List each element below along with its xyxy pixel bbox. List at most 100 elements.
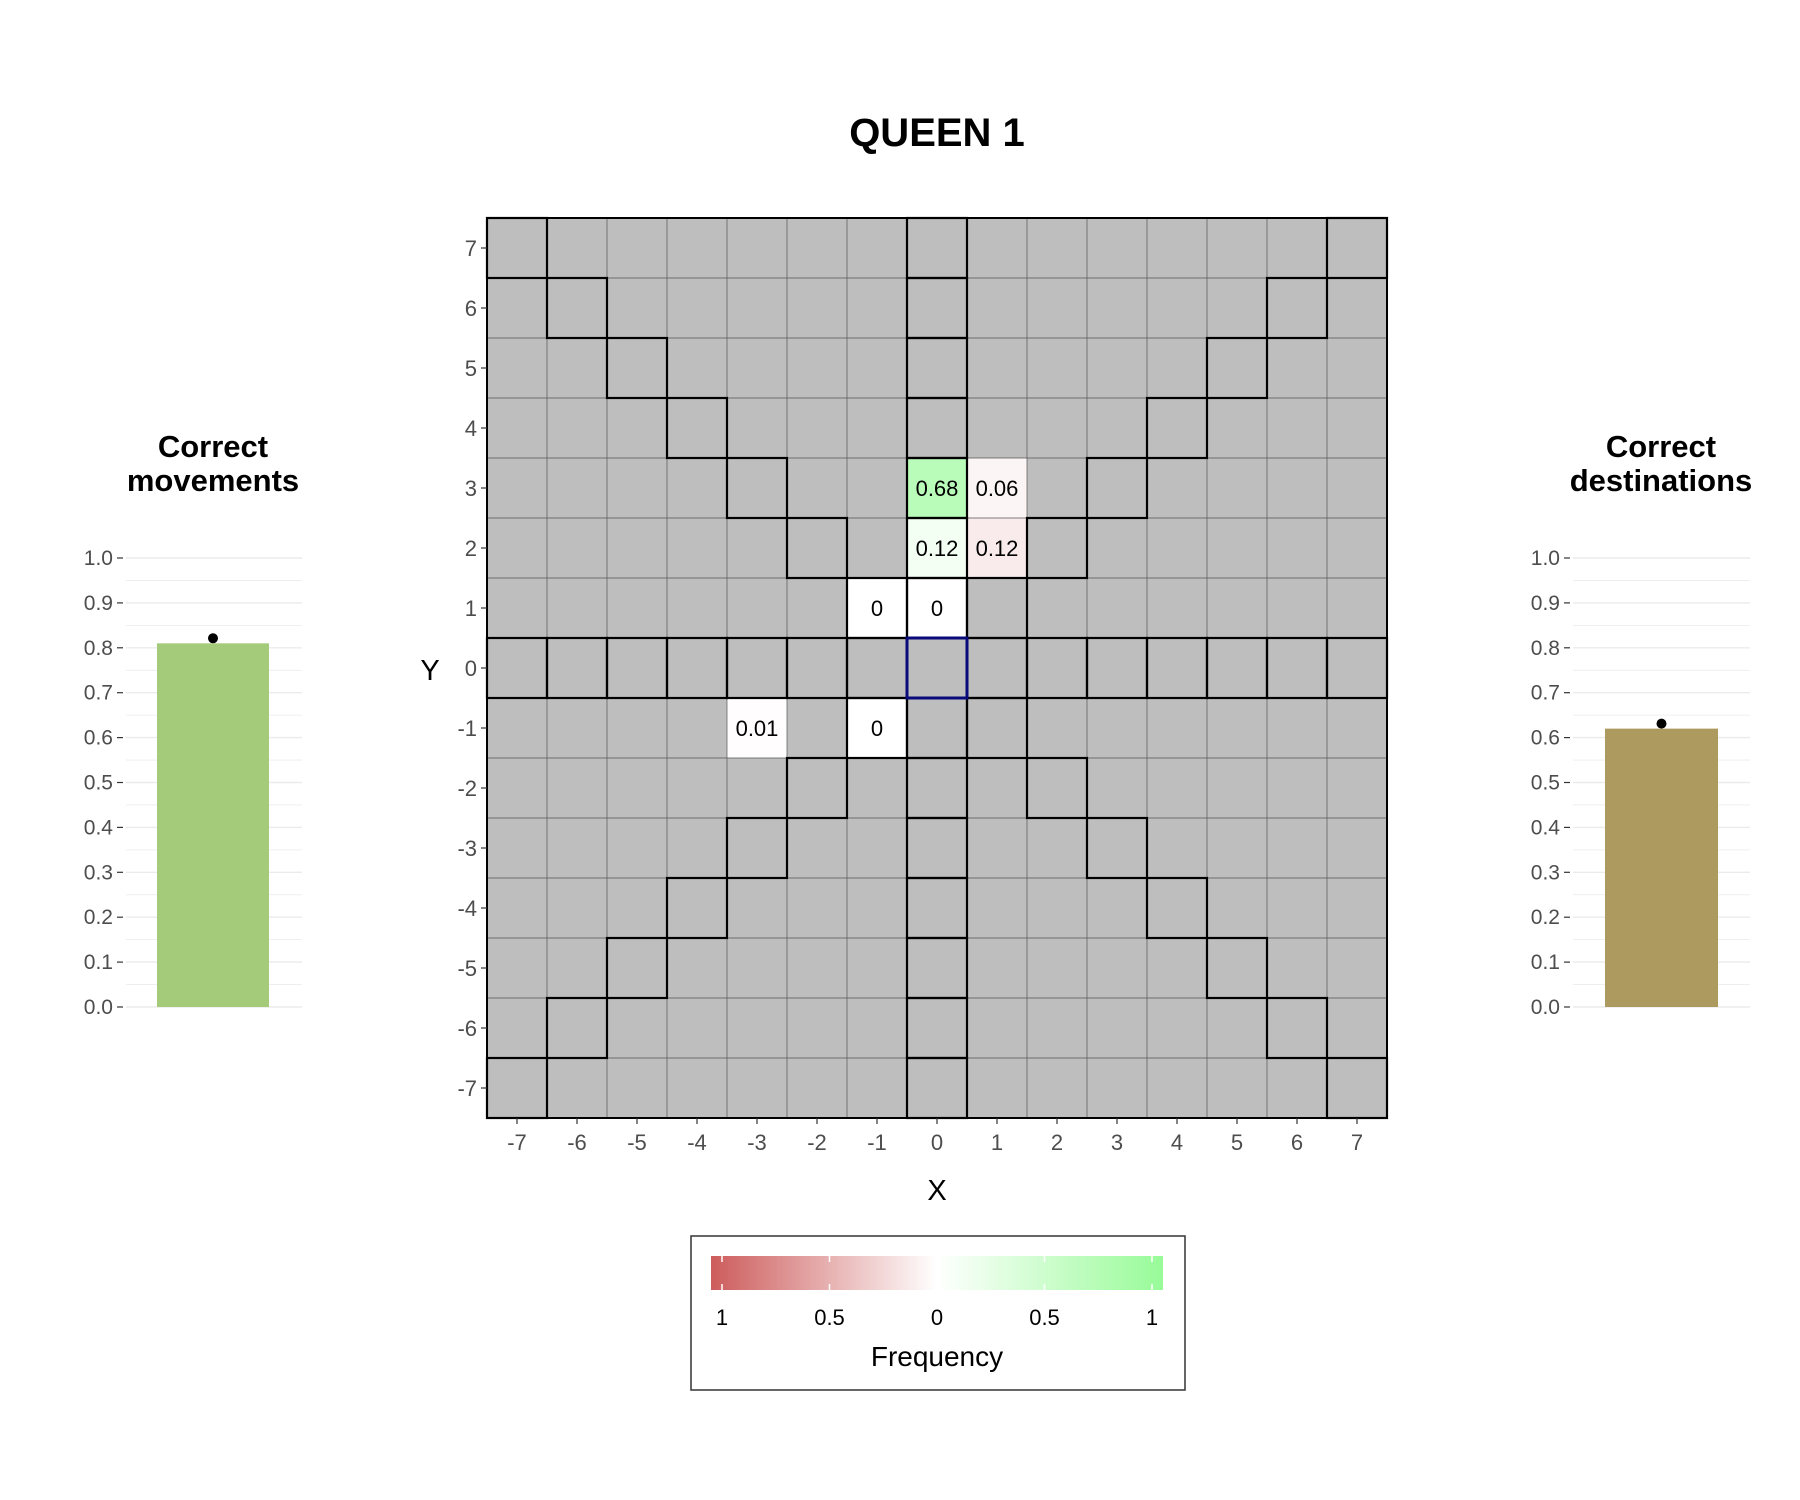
board-cell	[967, 938, 1027, 998]
board-cell	[1267, 758, 1327, 818]
board-cell	[1267, 698, 1327, 758]
board-cell	[1147, 638, 1207, 698]
x-axis-label: X	[927, 1175, 946, 1207]
board-cell	[1267, 998, 1327, 1058]
board-cell	[667, 458, 727, 518]
y-tick-label: -3	[457, 836, 477, 861]
board-cell	[907, 218, 967, 278]
y-tick-label: -1	[457, 716, 477, 741]
board-cell	[1207, 338, 1267, 398]
x-tick-label: -2	[807, 1130, 827, 1155]
board-cell	[487, 338, 547, 398]
board-cell	[1327, 758, 1387, 818]
board-cell	[1267, 818, 1327, 878]
board-cell	[1087, 878, 1147, 938]
cell-value-label: 0	[871, 596, 883, 621]
valid-move-outline	[965, 576, 1029, 640]
board-cell	[727, 458, 787, 518]
board-cell	[1267, 458, 1327, 518]
board-cell	[667, 338, 727, 398]
y-axis-label: Y	[420, 655, 439, 687]
board-cell	[847, 938, 907, 998]
board-cell	[1087, 578, 1147, 638]
board-cell	[847, 458, 907, 518]
board-cell	[967, 638, 1027, 698]
y-tick-label: 5	[465, 356, 477, 381]
x-tick-label: 5	[1231, 1130, 1243, 1155]
bar-y-tick-label: 0.0	[1531, 996, 1560, 1019]
board-cell	[1147, 218, 1207, 278]
board-cell	[667, 938, 727, 998]
board-cell	[1267, 578, 1327, 638]
board-cell	[547, 998, 607, 1058]
board-cell	[1207, 698, 1267, 758]
board-cell	[1087, 218, 1147, 278]
valid-move-outline	[605, 336, 669, 400]
board-cell	[1087, 458, 1147, 518]
valid-move-outline	[665, 396, 729, 460]
board-cell	[787, 338, 847, 398]
bar-y-tick-label: 0.3	[84, 861, 113, 884]
board-cell	[1147, 698, 1207, 758]
value-cell	[907, 518, 967, 578]
board-cell	[787, 1058, 847, 1118]
left-bar-title-line-1: Correct	[158, 429, 268, 464]
bar-y-tick-label: 0.4	[1531, 816, 1561, 839]
board-cell	[1027, 878, 1087, 938]
board-cell	[667, 518, 727, 578]
board-cell	[607, 578, 667, 638]
valid-move-outline	[725, 456, 789, 520]
board-cell	[787, 698, 847, 758]
board-cell	[907, 698, 967, 758]
board-cell	[1327, 638, 1387, 698]
board-cell	[1267, 638, 1327, 698]
board-cell	[1087, 278, 1147, 338]
board-cell	[1087, 398, 1147, 458]
bar-y-tick-label: 0.3	[1531, 861, 1560, 884]
value-cell	[967, 518, 1027, 578]
bar-y-tick-label: 0.6	[1531, 727, 1560, 750]
board-cell	[847, 818, 907, 878]
board-cell	[1327, 278, 1387, 338]
board-cell	[727, 518, 787, 578]
board-cell	[787, 458, 847, 518]
legend-ticks	[721, 1256, 1153, 1290]
y-tick-label: 0	[465, 656, 477, 681]
left-bar-point	[208, 633, 218, 644]
board-cell	[1087, 938, 1147, 998]
bar-y-tick-label: 0.6	[84, 727, 113, 750]
board-cell	[1027, 338, 1087, 398]
frequency-legend: 1 0.5 0 0.5 1 Frequency	[690, 1235, 1186, 1391]
board-cell	[487, 998, 547, 1058]
legend-label: 0.5	[814, 1305, 845, 1330]
board-cell	[487, 698, 547, 758]
board-cell	[1267, 278, 1327, 338]
chart-title: QUEEN 1	[849, 111, 1025, 155]
board-cell	[1027, 398, 1087, 458]
board-cell	[607, 938, 667, 998]
board-cell	[967, 578, 1027, 638]
board-cell	[1027, 998, 1087, 1058]
board-cell	[907, 758, 967, 818]
board-cell	[667, 578, 727, 638]
legend-title: Frequency	[871, 1341, 1003, 1372]
board-cell	[1147, 398, 1207, 458]
board-cell	[967, 398, 1027, 458]
valid-move-outline	[725, 816, 789, 880]
valid-move-outline	[1025, 756, 1089, 820]
board-cell	[1147, 578, 1207, 638]
board-cell	[1327, 938, 1387, 998]
valid-move-outline	[1085, 816, 1149, 880]
valid-move-outline	[1085, 456, 1149, 520]
main-heatmap: 0.68 0.06 0.12 0.12 0 0 0.01 0 -7 -6 -5 -4 -3 -2 -1 0 1…	[420, 216, 1389, 1207]
board-cell	[787, 578, 847, 638]
board-cell	[547, 218, 607, 278]
valid-move-outline	[785, 516, 849, 580]
board-cell	[1027, 518, 1087, 578]
board-cell	[1027, 458, 1087, 518]
board-cell	[1327, 818, 1387, 878]
y-axis-ticks: 7 6 5 4 3 2 1 0 -1 -2 -3 -4 -5 -6 -7	[457, 236, 487, 1101]
board-cell	[967, 998, 1027, 1058]
board-cell	[1327, 518, 1387, 578]
board-cell	[847, 218, 907, 278]
